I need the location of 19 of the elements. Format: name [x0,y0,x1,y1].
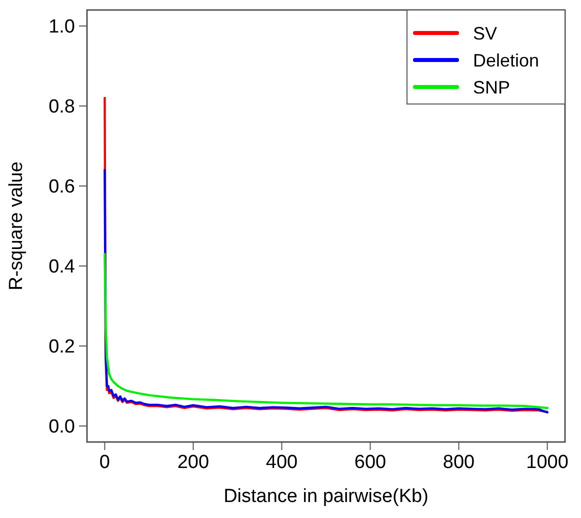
line-series [104,252,548,410]
y-tick-label: 0.2 [48,336,75,358]
x-tick-label: 800 [442,452,475,473]
y-tick-label: 0.0 [48,416,75,438]
y-tick-label: 0.6 [48,176,75,198]
x-tick-label: 1000 [526,452,568,473]
y-tick-label: 0.4 [48,256,76,278]
x-tick-label: 600 [354,452,386,473]
y-tick-label: 1.0 [48,16,75,38]
x-tick-label: 400 [266,452,298,473]
y-tick-label: 0.8 [48,96,75,118]
x-tick-label: 200 [177,452,210,473]
legend-label: SNP [473,77,510,98]
y-axis-title: R-square value [6,162,27,290]
legend-label: SV [473,23,498,44]
legend-label: Deletion [473,50,540,70]
x-axis-title: Distance in pairwise(Kb) [224,486,428,507]
x-tick-label: 0 [99,452,110,473]
line-series [104,168,548,414]
